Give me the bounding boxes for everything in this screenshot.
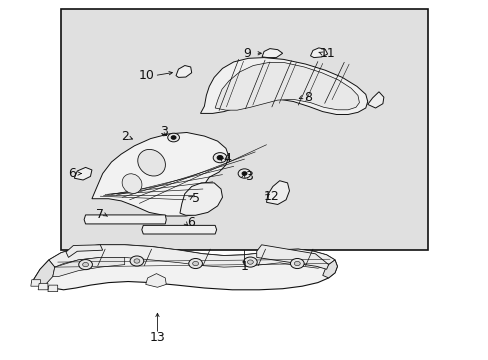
Circle shape	[134, 259, 140, 263]
Text: 10: 10	[139, 69, 154, 82]
Polygon shape	[92, 132, 228, 216]
Circle shape	[188, 258, 202, 269]
Polygon shape	[367, 92, 383, 108]
Polygon shape	[256, 245, 328, 269]
Text: 7: 7	[96, 208, 104, 221]
Polygon shape	[176, 66, 191, 77]
Polygon shape	[145, 274, 166, 287]
Text: 9: 9	[243, 47, 250, 60]
Circle shape	[82, 262, 88, 267]
Polygon shape	[31, 280, 41, 286]
Circle shape	[294, 261, 300, 266]
Text: 3: 3	[245, 170, 253, 183]
Polygon shape	[322, 260, 337, 278]
Circle shape	[243, 257, 257, 267]
Polygon shape	[200, 58, 367, 114]
Polygon shape	[180, 183, 222, 215]
Polygon shape	[53, 257, 124, 276]
Text: 6: 6	[68, 167, 76, 180]
Polygon shape	[38, 283, 48, 290]
Text: 4: 4	[223, 152, 231, 165]
Text: 8: 8	[304, 91, 311, 104]
Text: 3: 3	[160, 125, 167, 138]
Circle shape	[290, 258, 304, 269]
Text: 2: 2	[121, 130, 128, 143]
Polygon shape	[49, 245, 334, 268]
Circle shape	[238, 169, 250, 178]
Polygon shape	[266, 181, 289, 204]
Text: 5: 5	[191, 192, 199, 204]
Circle shape	[213, 153, 226, 163]
Bar	[61, 9, 427, 250]
Circle shape	[167, 133, 179, 142]
Circle shape	[130, 256, 143, 266]
Polygon shape	[32, 245, 337, 290]
Circle shape	[171, 136, 176, 139]
Circle shape	[79, 260, 92, 270]
Polygon shape	[262, 49, 282, 58]
Circle shape	[247, 260, 253, 264]
Ellipse shape	[138, 149, 165, 176]
Text: 6: 6	[186, 216, 194, 229]
Polygon shape	[48, 285, 58, 292]
Text: 12: 12	[263, 190, 279, 203]
Polygon shape	[215, 63, 359, 110]
Circle shape	[242, 172, 246, 175]
Polygon shape	[310, 48, 327, 58]
Ellipse shape	[122, 174, 142, 193]
Polygon shape	[74, 167, 92, 180]
Polygon shape	[32, 260, 55, 285]
Polygon shape	[84, 215, 166, 224]
Polygon shape	[66, 245, 102, 257]
Circle shape	[192, 261, 198, 266]
Text: 1: 1	[240, 260, 248, 273]
Polygon shape	[142, 225, 216, 234]
Text: 13: 13	[149, 331, 165, 344]
Text: 11: 11	[319, 47, 335, 60]
Circle shape	[217, 156, 223, 160]
